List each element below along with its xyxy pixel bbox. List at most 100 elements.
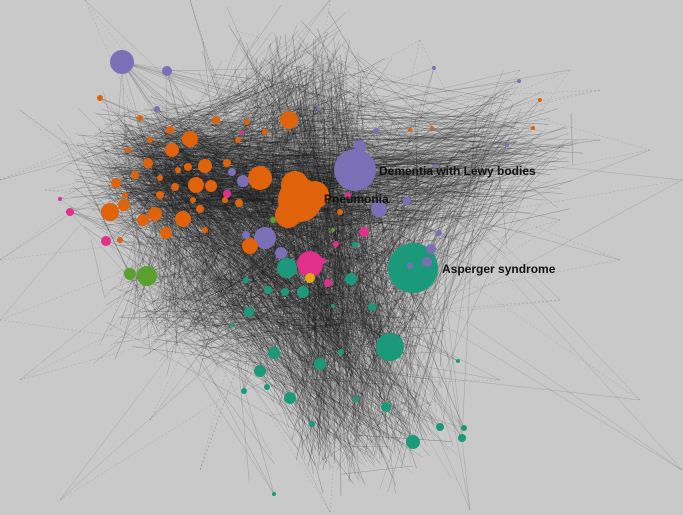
edge [123, 42, 309, 156]
edge [117, 277, 169, 302]
edge [330, 308, 350, 318]
edge [112, 177, 292, 229]
edge [96, 113, 247, 128]
edge [397, 129, 484, 401]
edge [99, 177, 260, 189]
edge [466, 157, 542, 209]
edge [112, 286, 366, 395]
edge [403, 126, 566, 189]
edge [198, 217, 345, 295]
node-orange [202, 227, 208, 233]
edge [133, 58, 385, 196]
edge [438, 131, 474, 180]
edge [277, 49, 364, 278]
edge [176, 103, 185, 108]
edge [429, 132, 491, 187]
edge [139, 279, 388, 317]
edge [321, 100, 388, 166]
edge [356, 169, 396, 410]
edge [165, 179, 181, 285]
node-orange [143, 158, 153, 168]
edge [205, 180, 290, 428]
edge [228, 24, 403, 313]
edge [347, 165, 443, 302]
edge [339, 204, 404, 319]
edge [177, 318, 183, 322]
edge [412, 153, 486, 442]
edge [104, 91, 284, 147]
edge [173, 139, 219, 198]
edge [151, 140, 331, 444]
edge [294, 138, 534, 343]
edge [241, 279, 367, 468]
edge [123, 170, 434, 174]
edge [179, 111, 482, 156]
edge [185, 60, 344, 162]
edge [123, 190, 345, 423]
edge [152, 218, 166, 267]
edge [277, 324, 367, 327]
edge [342, 310, 358, 320]
node-orange [171, 183, 179, 191]
edge [214, 314, 377, 355]
node-green [272, 492, 276, 496]
edge [193, 92, 260, 325]
edge [136, 122, 264, 348]
edge [113, 161, 226, 198]
edge [211, 257, 305, 291]
edge [249, 134, 280, 298]
edge [362, 396, 395, 434]
edge [257, 291, 273, 311]
edge [134, 186, 184, 320]
edge [116, 139, 171, 171]
node-orange [175, 167, 181, 173]
edge [147, 308, 196, 333]
edge [306, 202, 348, 309]
edge [180, 277, 371, 335]
edge [349, 188, 377, 446]
edge [365, 201, 405, 315]
label-asperger-syndrome: Asperger syndrome [442, 262, 556, 276]
edge [423, 137, 536, 351]
node-green [277, 258, 297, 278]
edge [197, 192, 266, 344]
edge [177, 306, 220, 329]
edge [110, 74, 270, 183]
edge [55, 142, 106, 172]
node-green [254, 365, 266, 377]
edge [352, 190, 370, 415]
edge [396, 172, 412, 449]
edge [321, 180, 488, 280]
node-lime [137, 266, 157, 286]
edge [102, 132, 448, 165]
edge [167, 171, 515, 328]
edge [339, 99, 350, 387]
node-orange [242, 238, 258, 254]
edge [124, 122, 309, 153]
edge [354, 292, 365, 363]
edge [191, 182, 368, 463]
label-dementia-with-lewy-bodies: Dementia with Lewy bodies [379, 164, 536, 178]
edge [188, 96, 494, 128]
edge [337, 137, 475, 233]
edge [198, 290, 326, 388]
edge [354, 59, 400, 162]
edge [330, 211, 361, 383]
edge [150, 96, 427, 184]
node-orange [188, 177, 204, 193]
edge [305, 330, 446, 356]
node-orange [235, 137, 241, 143]
edge [210, 125, 345, 369]
edge [323, 205, 337, 215]
edge [331, 140, 517, 306]
node-pink [101, 236, 111, 246]
edge [272, 158, 278, 190]
edge [193, 134, 253, 334]
edge [148, 129, 211, 332]
edge [155, 169, 489, 325]
edge [278, 79, 392, 168]
node-green [264, 384, 270, 390]
node-orange [198, 159, 212, 173]
edge [106, 79, 302, 171]
edge [345, 197, 418, 241]
